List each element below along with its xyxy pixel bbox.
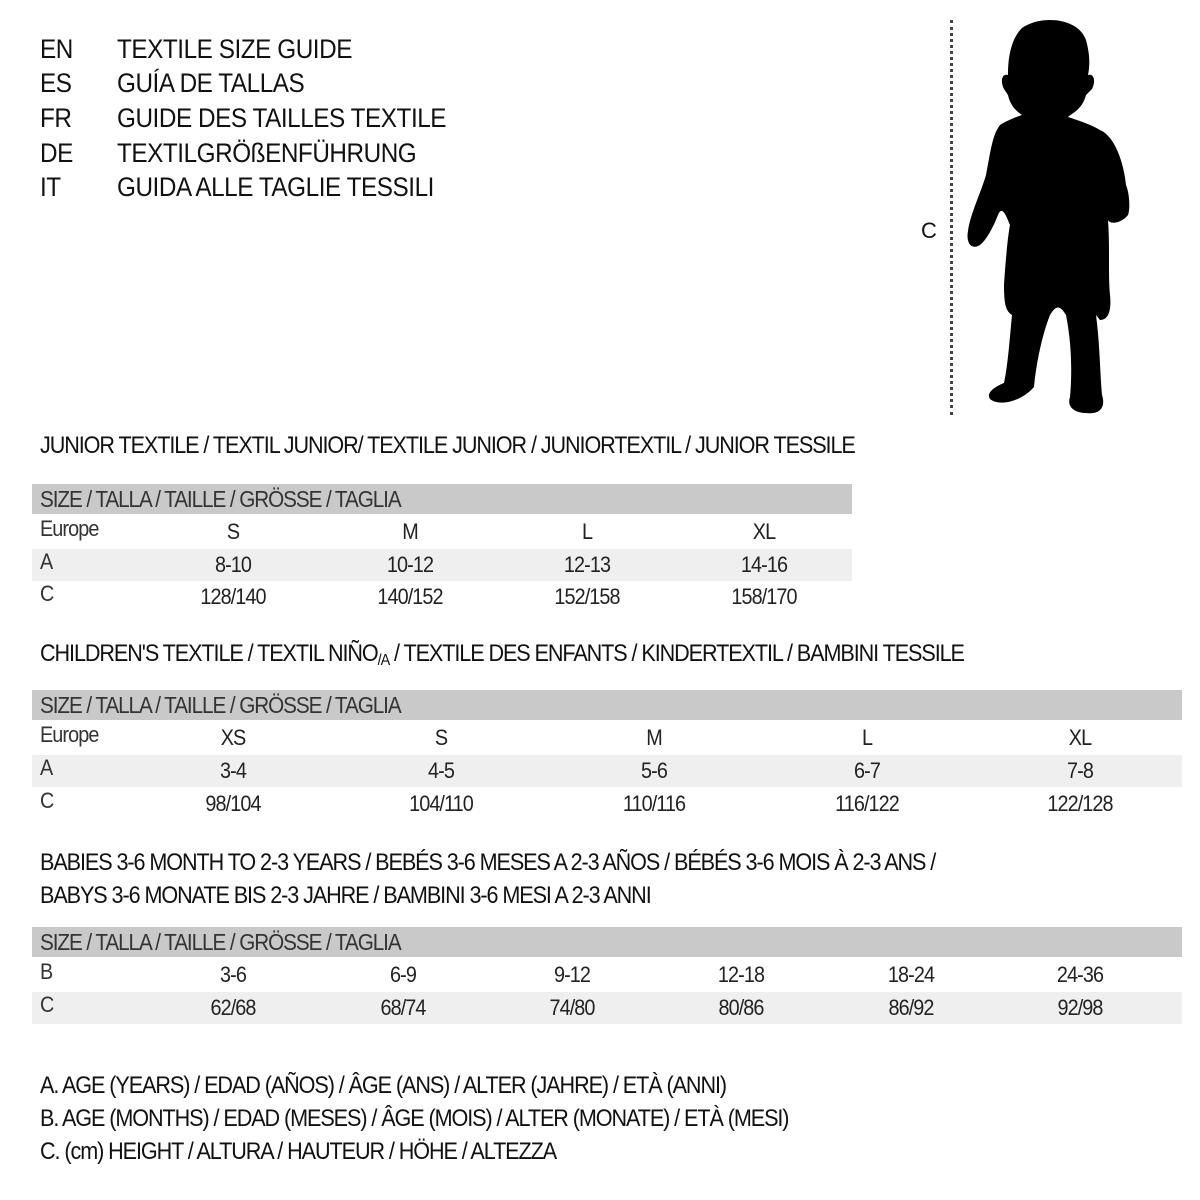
title-fr: GUIDE DES TAILLES TEXTILE [117,103,447,133]
table-cell: 7-8 [1067,758,1094,783]
lang-code-es: ES [40,68,72,98]
table-cell: L [581,519,593,544]
table-cell: 24-36 [1056,962,1104,987]
junior-size-table: SIZE / TALLA / TAILLE / GRÖSSE / TAGLIA E… [32,484,852,614]
table-cell: XL [1068,725,1092,750]
table-cell: S [226,519,240,544]
table-cell: 104/110 [409,791,474,816]
lang-code-it: IT [40,172,61,202]
row-label: Europe [40,516,99,541]
table-cell: XS [220,725,247,750]
table-cell: 12-18 [717,962,765,987]
table-cell: 6-7 [854,758,881,783]
lang-code-fr: FR [40,103,72,133]
children-heading-rest: / TEXTILE DES ENFANTS / KINDERTEXTIL / B… [389,640,965,667]
table-cell: 3-4 [220,758,247,783]
table-cell: 116/122 [835,791,900,816]
table-cell: 110/116 [622,791,686,816]
child-silhouette-icon [967,19,1130,414]
table-cell: 14-16 [740,552,788,577]
legend-c: C. (cm) HEIGHT / ALTURA / HAUTEUR / HÖHE… [40,1138,557,1165]
table-row: B 3-6 6-9 9-12 12-18 18-24 24-36 [32,959,1182,991]
lang-code-en: EN [40,34,73,64]
children-heading-main: CHILDREN'S TEXTILE / TEXTIL NIÑO [40,640,379,667]
table-row: A 8-10 10-12 12-13 14-16 [32,549,852,581]
table-cell: 18-24 [887,962,935,987]
measure-label: C [921,218,937,243]
table-cell: M [402,519,419,544]
table-cell: 6-9 [390,962,417,987]
table-cell: 4-5 [428,758,455,783]
table-cell: 140/152 [377,584,443,609]
title-es: GUÍA DE TALLAS [117,68,305,98]
table-cell: 9-12 [553,962,591,987]
table-row: C 128/140 140/152 152/158 158/170 [32,581,852,613]
table-cell: 86/92 [888,995,934,1020]
size-header-label: SIZE / TALLA / TAILLE / GRÖSSE / TAGLIA [40,929,402,955]
babies-size-table: SIZE / TALLA / TAILLE / GRÖSSE / TAGLIA B… [32,927,1182,1025]
table-cell: S [434,725,448,750]
table-row: Europe XS S M L XL [32,722,1182,754]
row-label: C [40,581,54,606]
table-cell: XL [752,519,776,544]
row-label: B [40,959,53,984]
table-cell: 3-6 [220,962,247,987]
table-cell: 68/74 [380,995,426,1020]
table-cell: 5-6 [641,758,668,783]
table-row: C 98/104 104/110 110/116 116/122 122/128 [32,788,1182,820]
row-label: A [40,549,53,574]
table-cell: 74/80 [549,995,595,1020]
legend-b: B. AGE (MONTHS) / EDAD (MESES) / ÂGE (MO… [40,1105,790,1132]
title-en: TEXTILE SIZE GUIDE [117,34,352,64]
table-cell: 10-12 [386,552,434,577]
row-label: C [40,992,54,1017]
junior-heading: JUNIOR TEXTILE / TEXTIL JUNIOR/ TEXTILE … [40,432,856,459]
table-cell: 158/170 [731,584,797,609]
title-it: GUIDA ALLE TAGLIE TESSILI [117,172,434,202]
title-de: TEXTILGRÖßENFÜHRUNG [117,138,417,168]
table-cell: 8-10 [214,552,252,577]
legend-a: A. AGE (YEARS) / EDAD (AÑOS) / ÂGE (ANS)… [40,1072,727,1099]
children-heading: CHILDREN'S TEXTILE / TEXTIL NIÑO/A / TEX… [40,640,965,670]
table-cell: M [646,725,663,750]
size-header-label: SIZE / TALLA / TAILLE / GRÖSSE / TAGLIA [40,486,402,512]
row-label: A [40,755,53,780]
table-row: C 62/68 68/74 74/80 80/86 86/92 92/98 [32,992,1182,1024]
lang-code-de: DE [40,138,73,168]
table-cell: L [861,725,873,750]
measure-dotted-line [950,20,953,415]
size-header-label: SIZE / TALLA / TAILLE / GRÖSSE / TAGLIA [40,692,402,718]
size-header-row: SIZE / TALLA / TAILLE / GRÖSSE / TAGLIA [32,484,852,514]
size-header-row: SIZE / TALLA / TAILLE / GRÖSSE / TAGLIA [32,690,1182,720]
table-cell: 128/140 [200,584,266,609]
table-cell: 12-13 [563,552,611,577]
babies-heading-line1: BABIES 3-6 MONTH TO 2-3 YEARS / BEBÉS 3-… [40,849,936,876]
table-cell: 122/128 [1047,791,1113,816]
table-cell: 98/104 [205,791,261,816]
table-row: Europe S M L XL [32,516,852,548]
table-cell: 62/68 [210,995,256,1020]
table-row: A 3-4 4-5 5-6 6-7 7-8 [32,755,1182,787]
children-size-table: SIZE / TALLA / TAILLE / GRÖSSE / TAGLIA E… [32,690,1182,820]
babies-heading-line2: BABYS 3-6 MONATE BIS 2-3 JAHRE / BAMBINI… [40,882,652,909]
table-cell: 80/86 [718,995,764,1020]
row-label: C [40,788,54,813]
size-header-row: SIZE / TALLA / TAILLE / GRÖSSE / TAGLIA [32,927,1182,957]
row-label: Europe [40,722,99,747]
children-heading-sub: /A [377,652,391,669]
table-cell: 152/158 [554,584,620,609]
table-cell: 92/98 [1057,995,1103,1020]
